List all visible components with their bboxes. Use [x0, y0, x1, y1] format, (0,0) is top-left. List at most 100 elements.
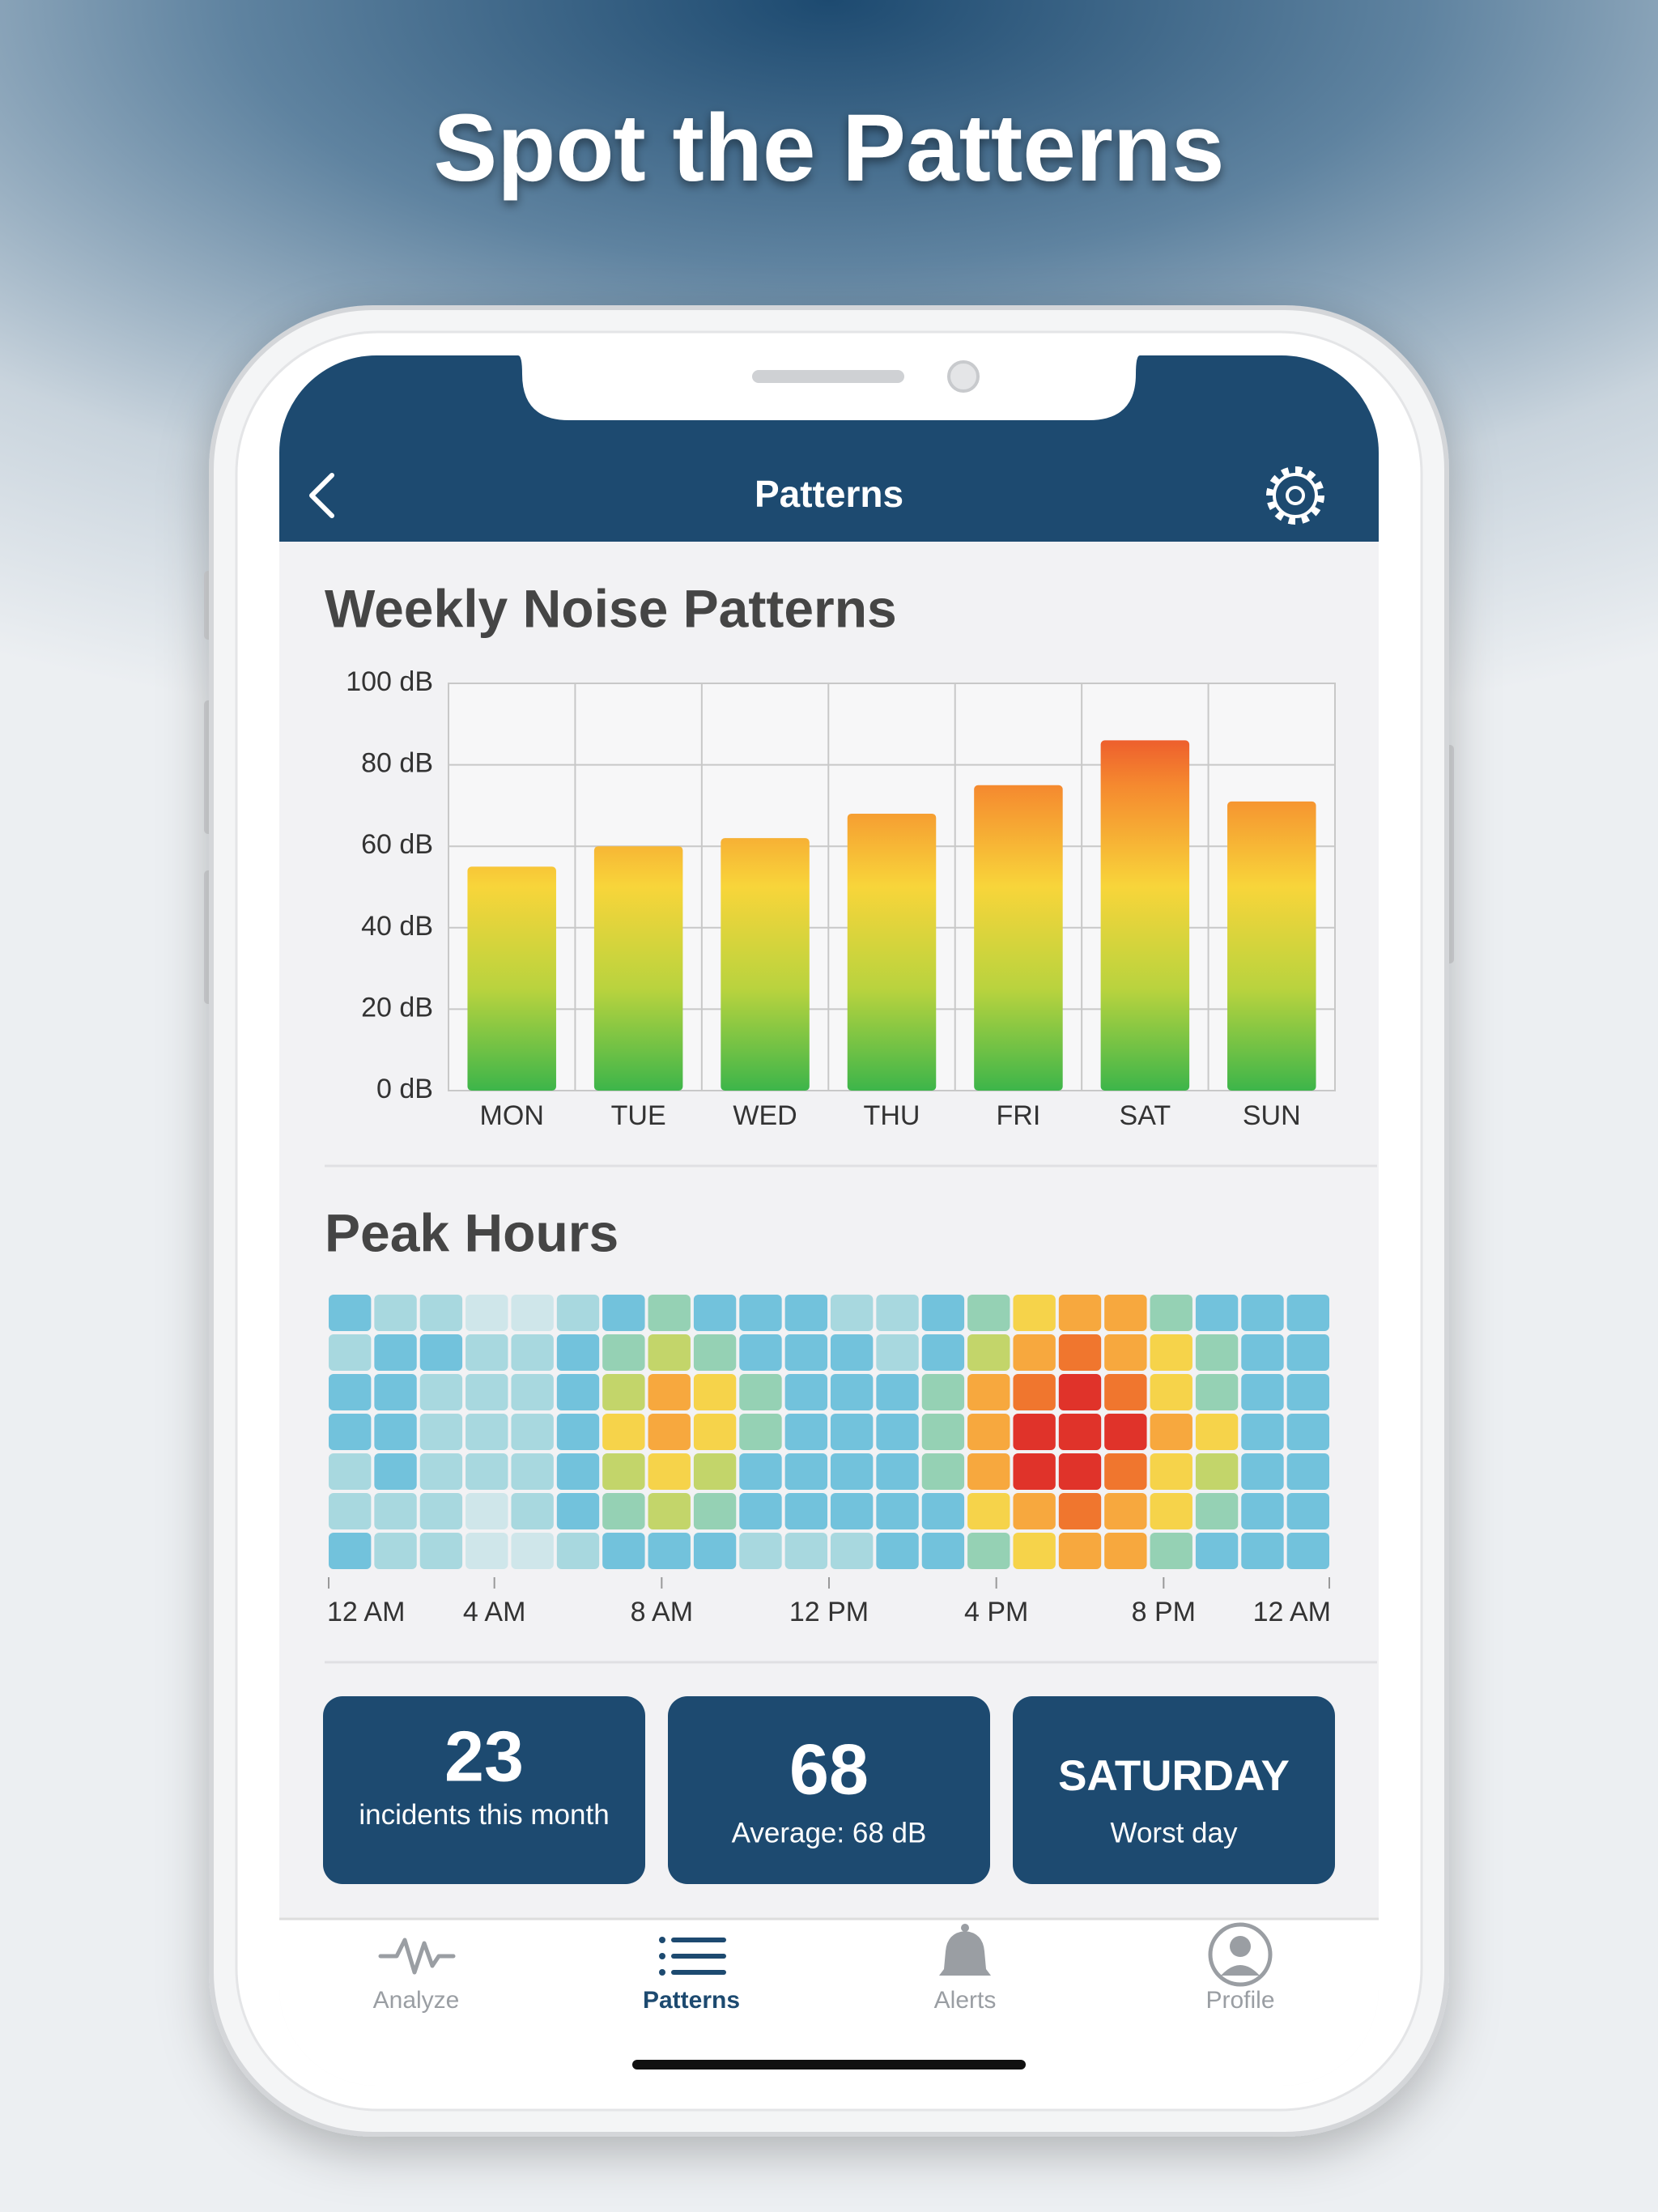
home-indicator — [632, 2060, 1026, 2069]
heatmap-cell — [329, 1374, 372, 1410]
heatmap-cell — [466, 1493, 508, 1529]
heatmap-cell — [1013, 1414, 1056, 1450]
nav-icon — [1221, 1965, 1260, 1976]
nav-item[interactable]: Patterns — [643, 1937, 740, 2014]
nav-item[interactable]: Profile — [1205, 1922, 1275, 2014]
heatmap-cell — [648, 1295, 691, 1331]
heatmap-cell — [1058, 1493, 1102, 1529]
heatmap-cell — [1241, 1295, 1284, 1331]
stat-value: 23 — [444, 1716, 524, 1796]
heatmap-cell — [831, 1453, 874, 1490]
heatmap-cell — [374, 1453, 417, 1490]
heatmap-cell — [602, 1533, 645, 1569]
heatmap-cell — [1150, 1414, 1192, 1450]
heatmap-cell — [876, 1334, 919, 1371]
heatmap-cell — [602, 1374, 645, 1410]
heatmap-cell — [967, 1533, 1010, 1569]
heatmap-cell — [329, 1493, 372, 1529]
heatmap-cell — [329, 1334, 372, 1371]
heatmap-cell — [784, 1453, 827, 1490]
nav-icon — [939, 1931, 991, 1976]
nav-icon — [659, 1953, 665, 1959]
heatmap-cell — [329, 1414, 372, 1450]
heatmap-cell — [602, 1453, 645, 1490]
x-tick-label: 12 AM — [1253, 1597, 1331, 1627]
gear-teeth — [1266, 466, 1324, 525]
bar — [721, 838, 810, 1091]
y-tick-label: 80 dB — [361, 748, 433, 779]
nav-item[interactable]: Analyze — [373, 1938, 460, 2014]
heatmap-cell — [1104, 1295, 1147, 1331]
y-tick-label: 0 dB — [376, 1074, 433, 1104]
heatmap-cell — [556, 1295, 600, 1331]
heatmap-cell — [739, 1453, 782, 1490]
heatmap-cell — [1013, 1493, 1056, 1529]
heatmap-cell — [1150, 1374, 1192, 1410]
heatmap-cell — [1286, 1533, 1329, 1569]
heatmap-cell — [1104, 1533, 1147, 1569]
y-tick-label: 20 dB — [361, 992, 433, 1023]
heatmap-cell — [1104, 1334, 1147, 1371]
heatmap-cell — [1241, 1493, 1284, 1529]
heatmap-cell — [556, 1414, 600, 1450]
x-tick-label: 12 PM — [789, 1597, 869, 1627]
nav-label: Alerts — [934, 1987, 997, 2014]
stat-label-box: incidents this month — [359, 1799, 609, 1831]
heatmap-cell — [419, 1414, 463, 1450]
heatmap-cell — [967, 1374, 1010, 1410]
heatmap-cell — [1286, 1414, 1329, 1450]
heatmap-cell — [921, 1533, 965, 1569]
heatmap-cell — [1013, 1295, 1056, 1331]
heatmap-cell — [648, 1533, 691, 1569]
nav-label: Patterns — [643, 1987, 740, 2014]
heatmap-cell — [967, 1453, 1010, 1490]
heatmap-cell — [419, 1533, 463, 1569]
heatmap-cell — [876, 1374, 919, 1410]
heatmap-cell — [1150, 1334, 1192, 1371]
x-tick-label: 8 PM — [1132, 1597, 1196, 1627]
heatmap-cell — [1241, 1453, 1284, 1490]
heatmap-cell — [1286, 1295, 1329, 1331]
heatmap-cell — [1241, 1374, 1284, 1410]
heatmap-cell — [329, 1295, 372, 1331]
heatmap-cell — [784, 1533, 827, 1569]
heatmap-cell — [1013, 1334, 1056, 1371]
x-tick-label: SUN — [1243, 1100, 1301, 1131]
back-button[interactable] — [309, 473, 334, 518]
nav-icon — [1230, 1936, 1251, 1957]
heatmap-cell — [921, 1414, 965, 1450]
nav-item[interactable]: Alerts — [934, 1924, 997, 2014]
settings-button[interactable] — [1266, 466, 1324, 525]
heatmap-cell — [693, 1493, 737, 1529]
stat-card — [668, 1696, 990, 1884]
heatmap-cell — [739, 1334, 782, 1371]
heatmap-cell — [648, 1493, 691, 1529]
nav-icon — [1208, 1922, 1273, 1987]
heatmap-cell — [1241, 1334, 1284, 1371]
heatmap-cell — [784, 1374, 827, 1410]
heatmap-cell — [466, 1334, 508, 1371]
heatmap-cell — [1195, 1295, 1239, 1331]
heatmap-cell — [374, 1295, 417, 1331]
heatmap-cell — [1150, 1453, 1192, 1490]
x-tick-label: SAT — [1120, 1100, 1171, 1131]
heatmap-cell — [876, 1453, 919, 1490]
x-tick-label: MON — [480, 1100, 544, 1131]
heatmap-cell — [693, 1533, 737, 1569]
heatmap-cell — [739, 1374, 782, 1410]
heatmap-cell — [374, 1334, 417, 1371]
heatmap-cell — [784, 1334, 827, 1371]
heatmap-cell — [831, 1295, 874, 1331]
heatmap-cell — [648, 1334, 691, 1371]
header-title: Patterns — [755, 473, 903, 515]
heatmap-cell — [1195, 1334, 1239, 1371]
heatmap-cell — [1150, 1533, 1192, 1569]
x-tick-label: THU — [864, 1100, 920, 1131]
heatmap-cell — [556, 1533, 600, 1569]
heatmap-cell — [1286, 1334, 1329, 1371]
heatmap-cell — [1058, 1533, 1102, 1569]
heatmap-cell — [419, 1453, 463, 1490]
heatmap-cell — [1195, 1493, 1239, 1529]
nav-label: Profile — [1205, 1987, 1274, 2014]
